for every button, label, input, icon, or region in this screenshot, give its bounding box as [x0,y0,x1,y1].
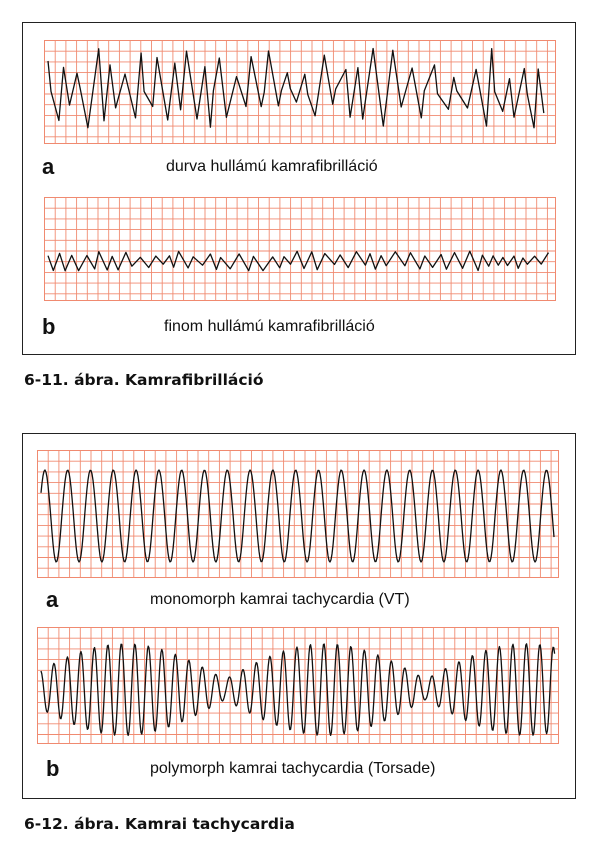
panel-letter-a: a [42,154,55,179]
figure-caption-6-12: 6-12. ábra. Kamrai tachycardia [24,815,295,833]
figure-caption-6-11: 6-11. ábra. Kamrafibrilláció [24,371,264,389]
ecg-grid [44,40,556,144]
ecg-strip-polymorphic-vt [37,627,559,744]
panel-caption-fine-vf: finom hullámú kamrafibrilláció [164,318,375,335]
figure-6-11-frame [22,22,576,355]
ecg-strip-fine-vf [44,197,556,301]
panel-caption-polymorphic-vt: polymorph kamrai tachycardia (Torsade) [150,760,436,777]
ecg-trace [40,469,555,563]
ecg-trace [47,250,550,272]
ecg-grid [44,197,556,301]
ecg-grid [37,450,559,578]
panel-caption-coarse-vf: durva hullámú kamrafibrilláció [166,158,378,175]
panel-caption-monomorphic-vt: monomorph kamrai tachycardia (VT) [150,591,410,608]
panel-letter-b: b [46,756,60,781]
ecg-strip-coarse-vf [44,40,556,144]
ecg-trace [40,643,556,737]
panel-letter-a: a [46,587,59,612]
panel-letter-b: b [42,314,56,339]
ecg-strip-monomorphic-vt [37,450,559,578]
ecg-trace [47,47,545,129]
